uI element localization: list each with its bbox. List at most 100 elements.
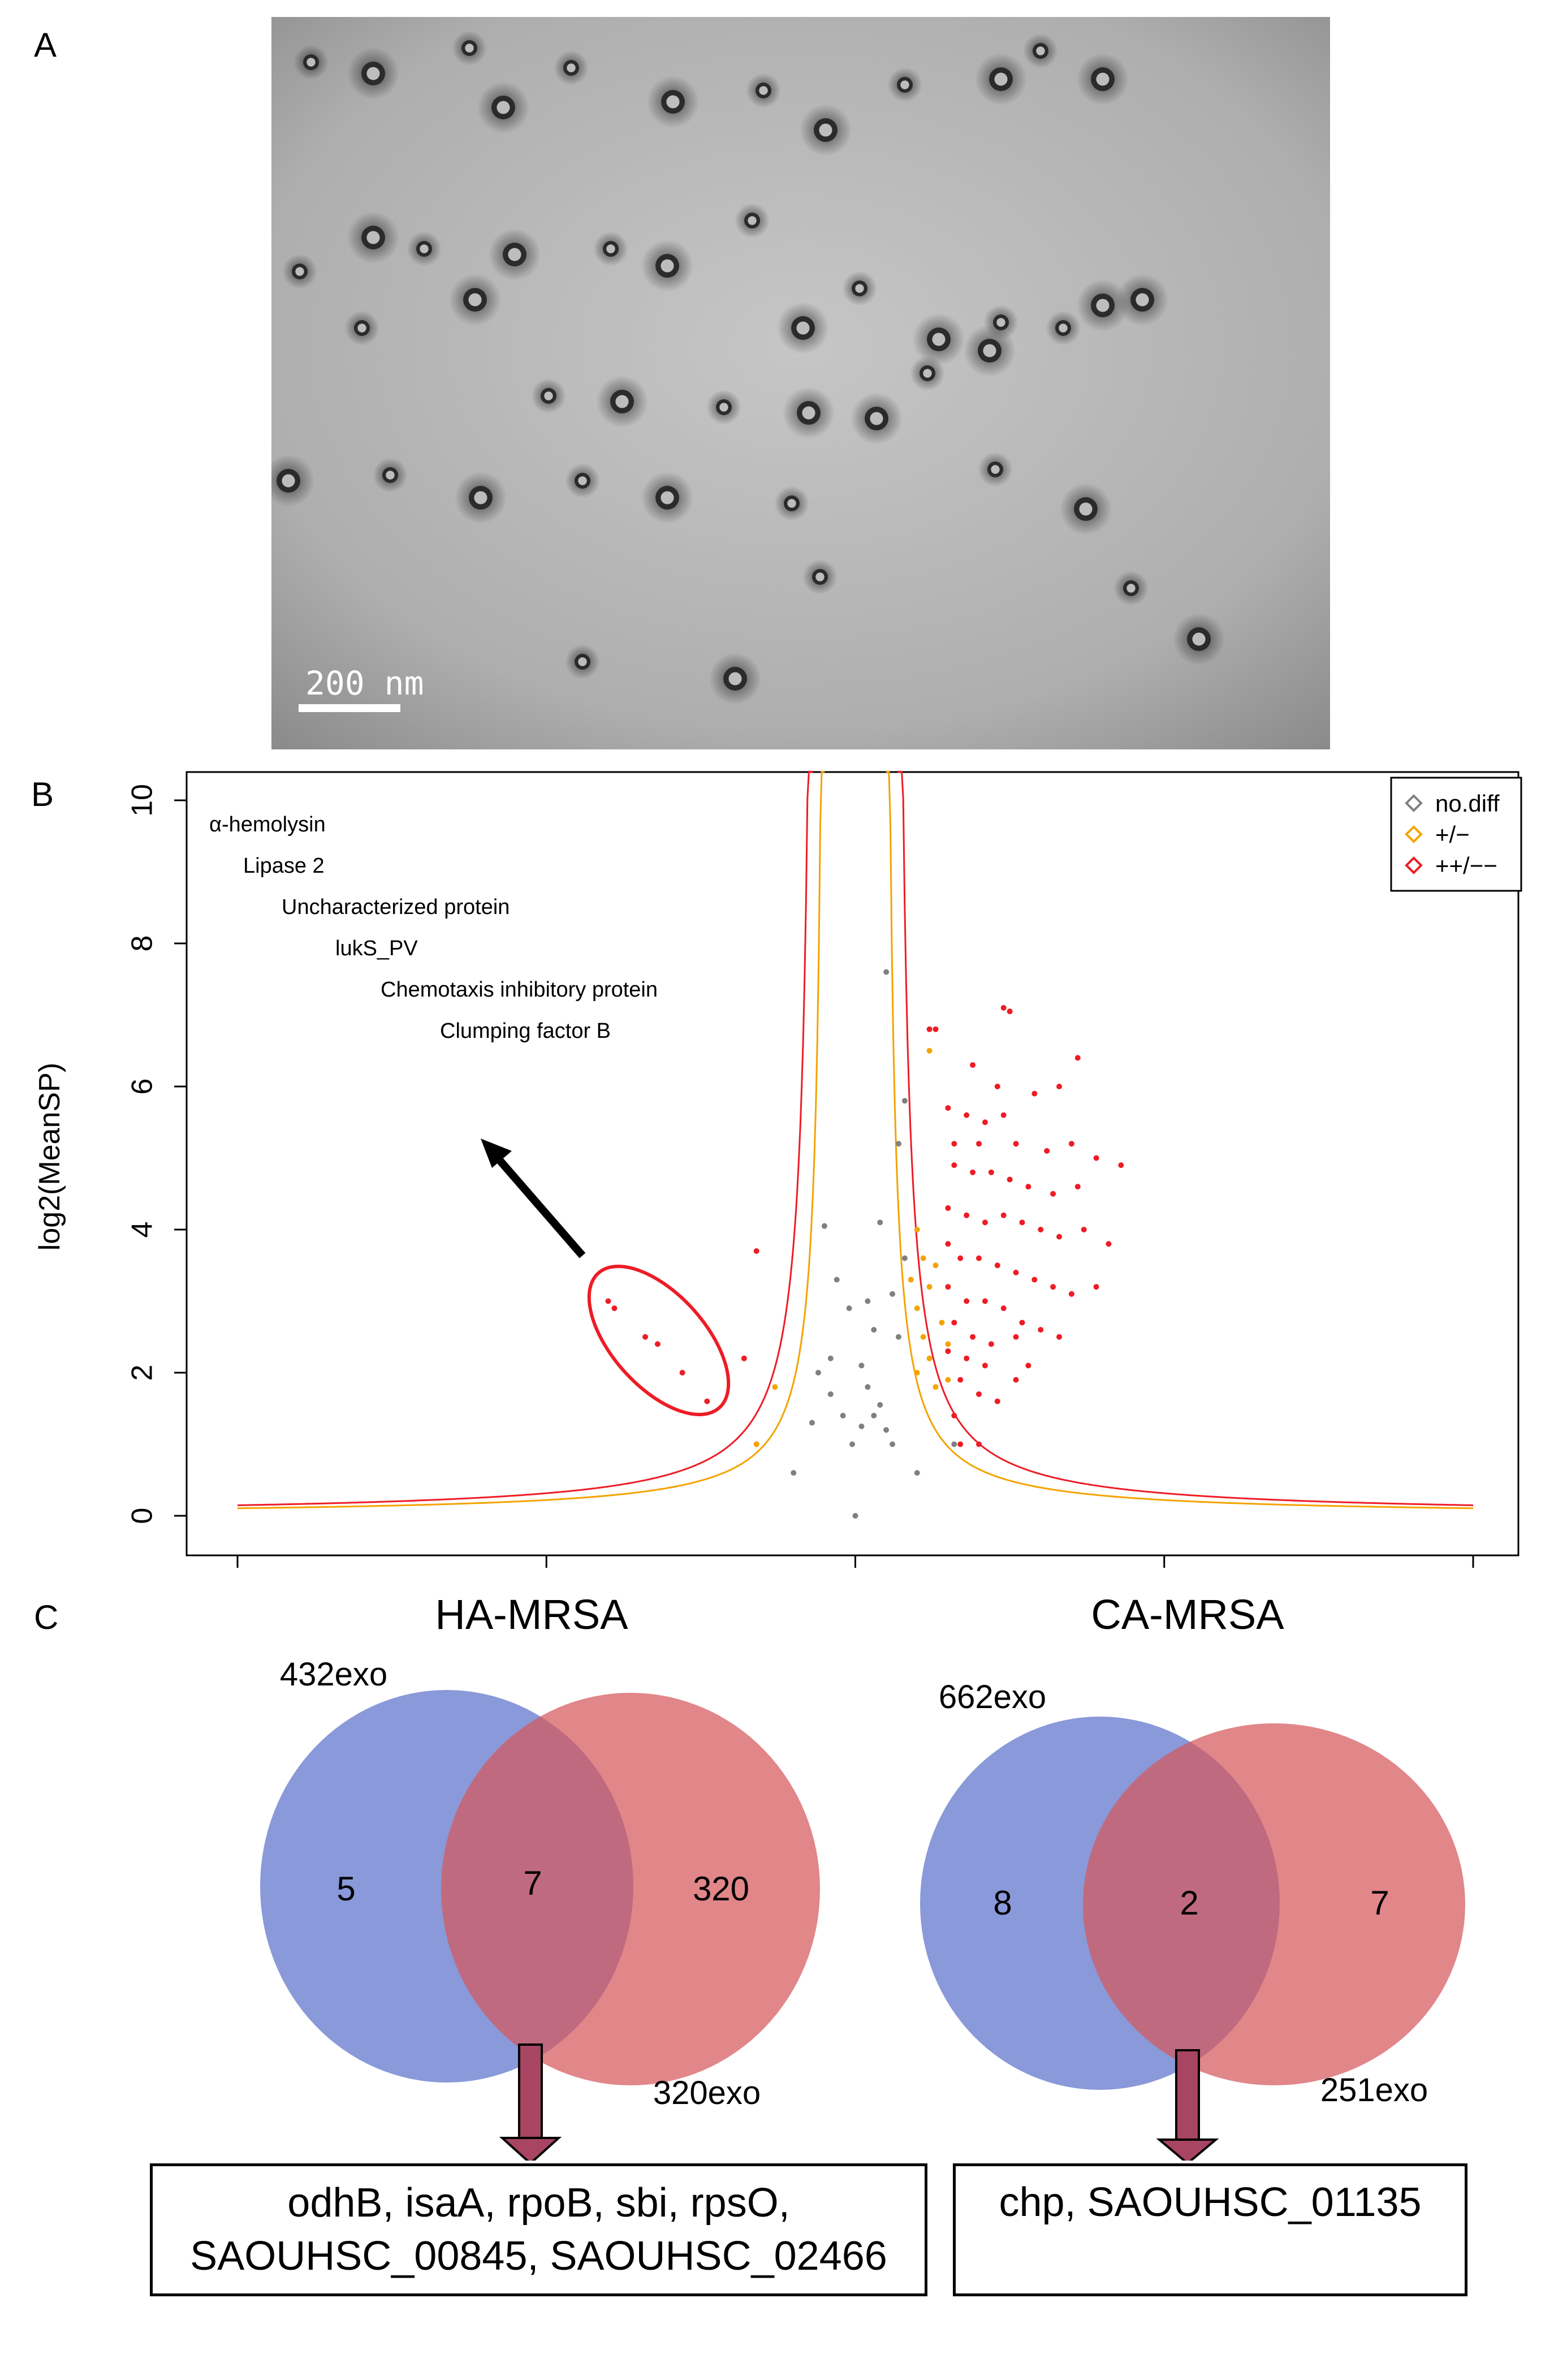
data-point- [988, 1169, 994, 1175]
highlight-ellipse [587, 1265, 731, 1416]
data-point- [1081, 1227, 1087, 1232]
vesicle-core [787, 499, 796, 508]
data-point- [933, 1384, 939, 1390]
data-point- [951, 1162, 957, 1169]
data-point- [982, 1363, 988, 1369]
vesicle-core [870, 412, 883, 425]
data-point- [976, 1141, 982, 1147]
volcano-scatter-plot: −10−505100246810log2(EXO−320/EXO−251)log… [33, 770, 1522, 1568]
data-point- [1074, 1184, 1081, 1190]
data-point-nodiff [871, 1327, 877, 1333]
annotation-arrow-shaft [493, 1154, 586, 1258]
data-point- [982, 1219, 988, 1226]
data-point- [964, 1112, 970, 1118]
data-point-nodiff [890, 1441, 896, 1447]
vesicle-core [508, 248, 521, 261]
vesicle-core [578, 657, 587, 666]
vesicle-particles [271, 31, 1225, 705]
data-point-nodiff [809, 1420, 815, 1426]
plot-frame [185, 771, 1520, 1557]
vesicle-core [615, 395, 629, 408]
data-point-nodiff [846, 1305, 852, 1312]
data-point- [926, 1026, 933, 1032]
data-point- [1000, 1004, 1007, 1011]
data-point- [1019, 1320, 1025, 1326]
data-point- [951, 1320, 957, 1326]
venn-title-ca-mrsa: CA-MRSA [1091, 1595, 1284, 1638]
vesicle-core [567, 63, 576, 72]
data-point- [970, 1334, 976, 1340]
vesicle-core [796, 321, 810, 335]
vesicle-core [666, 95, 680, 109]
vesicle-core [728, 672, 742, 685]
threshold-curve [238, 770, 825, 1510]
data-point- [970, 1169, 976, 1175]
annotation-arrow-head [481, 1139, 512, 1168]
data-point- [704, 1398, 710, 1404]
vesicle-core [994, 72, 1008, 86]
data-point- [970, 1062, 976, 1068]
data-point- [1056, 1334, 1063, 1340]
venn-count-overlap-ca: 2 [1180, 1884, 1198, 1922]
vesicle-core [606, 244, 615, 253]
protein-label: Chemotaxis inhibitory protein [381, 978, 658, 1002]
data-point- [1007, 1008, 1013, 1015]
data-point- [753, 1248, 759, 1254]
vesicle-core [366, 67, 380, 80]
data-point- [679, 1370, 685, 1376]
data-point- [1025, 1363, 1031, 1369]
venn-circle-320exo [441, 1693, 820, 2085]
data-point-nodiff [821, 1223, 827, 1229]
vesicle-core [748, 216, 757, 225]
data-point- [1000, 1112, 1007, 1118]
data-point- [1068, 1141, 1074, 1147]
data-point- [982, 1298, 988, 1304]
data-point-nodiff [901, 1098, 908, 1104]
data-point- [994, 1262, 1000, 1269]
vesicle-core [1059, 324, 1068, 333]
data-point- [1093, 1284, 1099, 1290]
data-point- [1068, 1291, 1074, 1297]
data-point-nodiff [865, 1384, 871, 1390]
data-point- [945, 1241, 951, 1247]
vesicle-core [1079, 502, 1093, 516]
venn-arrow-shaft-ha [518, 2043, 543, 2142]
data-point- [1118, 1162, 1124, 1169]
data-point- [945, 1105, 951, 1111]
data-point-nodiff [877, 1219, 883, 1226]
data-point- [926, 1047, 933, 1054]
data-point-nodiff [895, 1334, 901, 1340]
legend-marker [1405, 794, 1423, 812]
panel-label-c: C [34, 1598, 59, 1636]
data-point- [1093, 1155, 1099, 1161]
data-point-nodiff [890, 1291, 896, 1297]
data-point-nodiff [849, 1441, 856, 1447]
legend-marker [1405, 825, 1423, 843]
chart-legend: no.diff +/− ++/−− [1390, 777, 1522, 892]
data-point-nodiff [840, 1412, 846, 1418]
vesicle-core [544, 391, 553, 400]
data-point- [1019, 1219, 1025, 1226]
data-point- [772, 1384, 778, 1390]
data-point- [982, 1119, 988, 1126]
data-point- [976, 1391, 982, 1397]
venn-arrow-head-ca [1156, 2138, 1219, 2161]
y-tick-label: 2 [126, 1365, 159, 1381]
vesicle-core [420, 244, 429, 253]
vesicle-core [932, 333, 946, 346]
legend-label: +/− [1435, 821, 1470, 848]
vesicle-core [1096, 72, 1110, 86]
vesicle-core [307, 58, 316, 67]
vesicle-core [815, 572, 825, 581]
data-point- [957, 1255, 964, 1261]
data-point-nodiff [871, 1412, 877, 1418]
data-point- [957, 1377, 964, 1383]
legend-label: ++/−− [1435, 852, 1497, 879]
vesicle-core [661, 491, 674, 505]
vesicle-core [819, 123, 832, 137]
protein-label: Uncharacterized protein [282, 895, 510, 919]
data-point-nodiff [815, 1370, 821, 1376]
data-point- [926, 1284, 933, 1290]
vesicle-core [719, 403, 728, 412]
data-point-nodiff [852, 1513, 858, 1519]
